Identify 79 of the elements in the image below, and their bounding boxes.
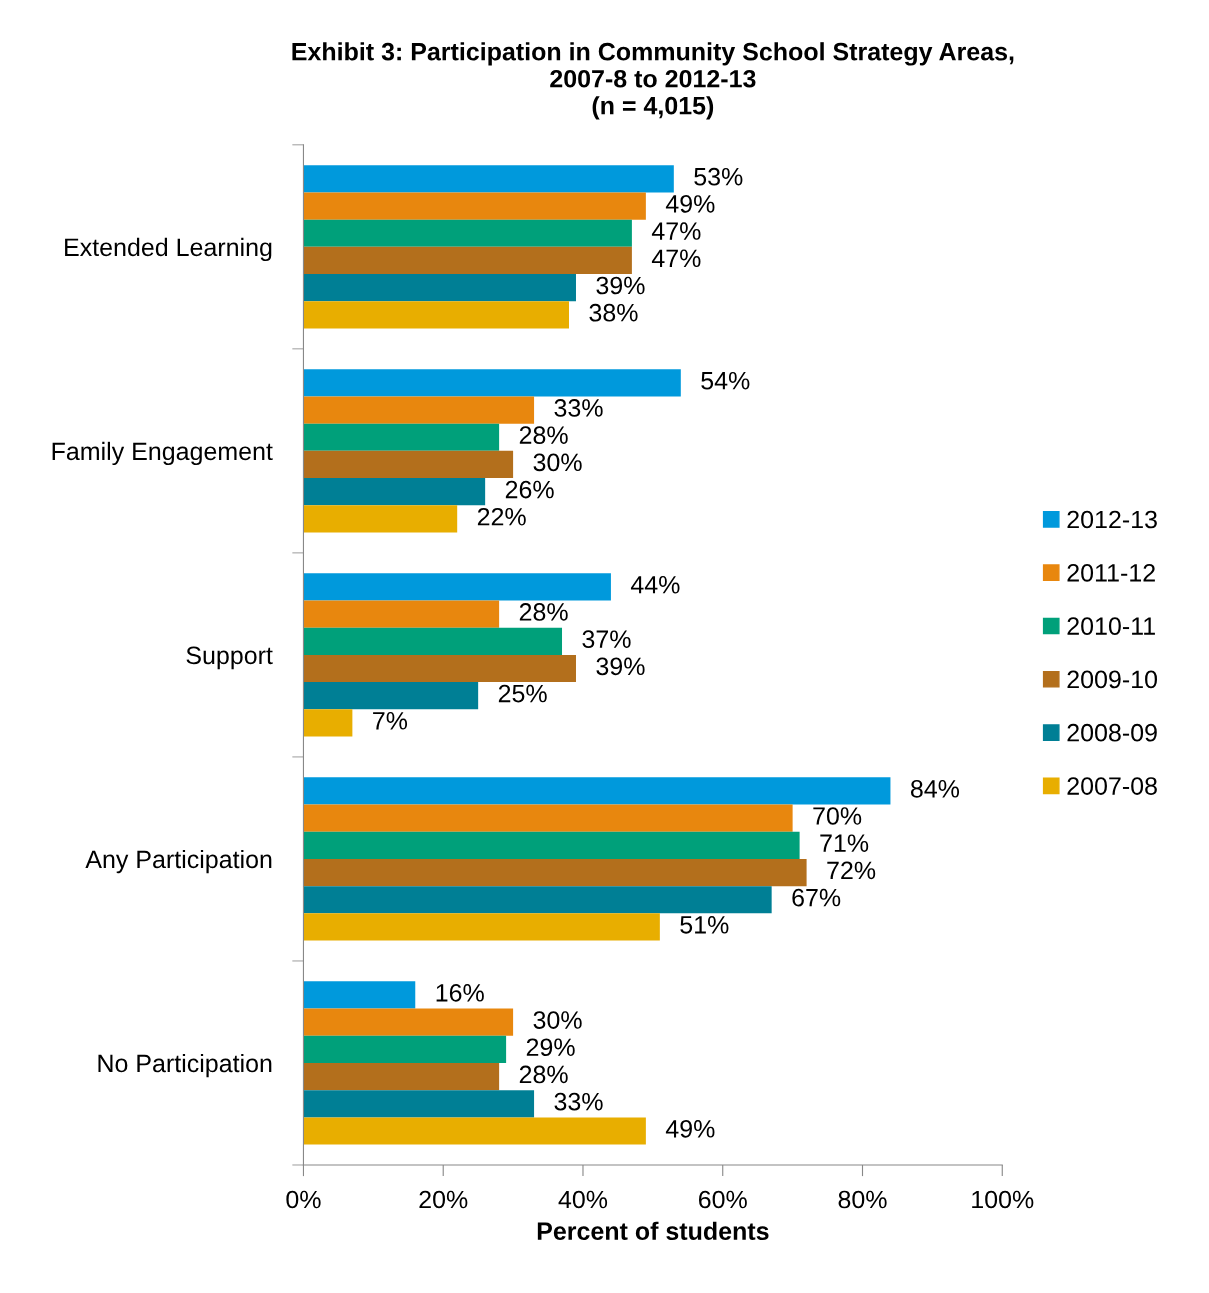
bar xyxy=(303,573,611,601)
bar xyxy=(303,505,458,533)
legend-label: 2011-12 xyxy=(1067,563,1155,582)
data-label: 39% xyxy=(596,657,645,676)
bar xyxy=(303,1008,514,1036)
x-tick-label: 40% xyxy=(558,1190,608,1209)
bar xyxy=(303,886,772,914)
x-axis-title: Percent of students xyxy=(537,1221,769,1240)
bar xyxy=(303,913,660,941)
data-label: 51% xyxy=(680,916,729,934)
legend-label: 2009-10 xyxy=(1067,670,1158,689)
x-tick-label: 60% xyxy=(698,1190,747,1209)
x-tick-label: 0% xyxy=(286,1190,321,1209)
bar xyxy=(303,274,576,302)
data-label: 39% xyxy=(596,276,645,295)
chart-title: Exhibit 3: Participation in Community School Strategy Areas, 2007-8 to 2012-13 (n = 4,015) xyxy=(292,42,1014,120)
legend-label: 2012-13 xyxy=(1067,510,1157,529)
bar xyxy=(303,219,632,247)
bar xyxy=(303,654,576,683)
bar xyxy=(303,804,793,832)
bar xyxy=(303,858,807,887)
x-tick-label: 20% xyxy=(419,1190,468,1209)
data-label: 25% xyxy=(498,684,547,703)
y-tick-label: No Participation xyxy=(98,1053,272,1078)
data-label: 26% xyxy=(505,480,554,499)
bar xyxy=(303,246,632,275)
y-tick-label: Support xyxy=(186,646,273,670)
bar xyxy=(303,777,891,805)
legend-label: 2007-08 xyxy=(1067,777,1157,795)
y-tick-label: Extended Learning xyxy=(65,237,272,262)
bar xyxy=(303,682,479,710)
bar xyxy=(303,981,416,1009)
data-label: 54% xyxy=(701,371,750,390)
bar xyxy=(303,423,500,451)
data-label: 49% xyxy=(665,195,715,213)
bar xyxy=(303,165,674,193)
bar xyxy=(303,478,486,506)
x-tick-label: 80% xyxy=(838,1190,887,1209)
data-label: 30% xyxy=(533,1011,582,1029)
data-label: 37% xyxy=(582,630,631,649)
bar xyxy=(303,831,800,859)
data-label: 22% xyxy=(477,507,526,526)
data-label: 28% xyxy=(519,603,568,621)
y-tick-label: Family Engagement xyxy=(52,441,273,466)
data-label: 33% xyxy=(554,399,603,417)
bar xyxy=(303,1090,535,1118)
data-label: 33% xyxy=(554,1092,603,1111)
data-label: 84% xyxy=(910,779,960,798)
bar xyxy=(303,627,563,655)
bar xyxy=(303,709,353,737)
data-label: 29% xyxy=(526,1038,575,1057)
bar xyxy=(303,450,514,479)
bar xyxy=(303,1062,500,1091)
data-label: 16% xyxy=(436,983,484,1002)
bar xyxy=(303,369,681,397)
data-label: 53% xyxy=(694,167,743,186)
data-label: 72% xyxy=(827,861,876,880)
data-label: 71% xyxy=(820,834,869,852)
data-label: 67% xyxy=(792,888,841,907)
legend-label: 2010-11 xyxy=(1067,617,1155,635)
bar xyxy=(303,396,535,424)
data-label: 70% xyxy=(813,807,862,825)
data-label: 44% xyxy=(630,576,680,594)
legend-label: 2008-09 xyxy=(1067,723,1157,742)
bar xyxy=(303,301,569,329)
data-label: 30% xyxy=(533,453,582,472)
y-tick-label: Any Participation xyxy=(85,849,272,874)
x-tick-label: 100% xyxy=(972,1190,1034,1209)
data-label: 49% xyxy=(665,1119,715,1138)
bar xyxy=(303,600,500,628)
data-label: 38% xyxy=(589,303,638,322)
data-label: 28% xyxy=(519,426,568,444)
data-label: 7% xyxy=(373,712,408,730)
bar xyxy=(303,192,646,220)
data-label: 47% xyxy=(651,249,701,268)
data-label: 47% xyxy=(651,222,701,240)
bar xyxy=(303,1035,507,1063)
data-label: 28% xyxy=(519,1065,568,1084)
bar xyxy=(303,1117,646,1145)
